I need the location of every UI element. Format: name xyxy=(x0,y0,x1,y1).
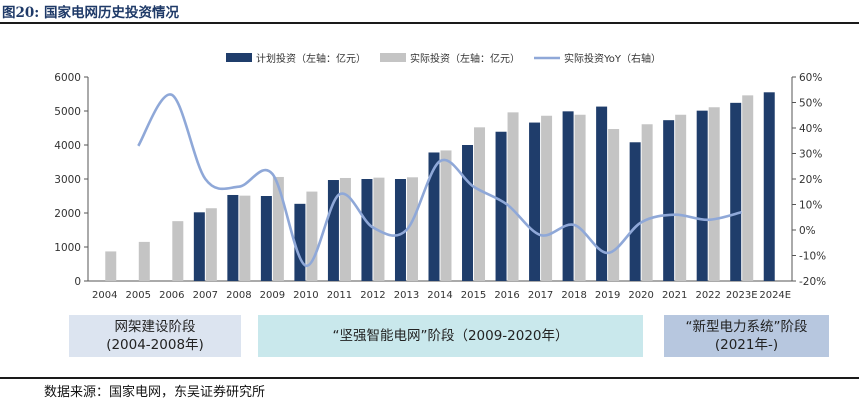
bar-planned-2008 xyxy=(227,194,239,281)
legend-swatch-0 xyxy=(226,53,252,62)
x-tick-label: 2010 xyxy=(293,290,318,301)
right-tick-label: 30% xyxy=(799,149,822,161)
x-tick-label: 2007 xyxy=(193,290,218,301)
bar-actual-2014 xyxy=(440,150,452,281)
bar-actual-2006 xyxy=(172,221,184,281)
bar-planned-2024E xyxy=(763,92,775,281)
right-tick-label: 10% xyxy=(799,200,822,212)
chart-legend: 计划投资（左轴：亿元） 实际投资（左轴：亿元） 实际投资YoY（右轴） xyxy=(226,52,661,65)
bar-planned-2016 xyxy=(495,131,507,281)
x-tick-label: 2018 xyxy=(561,290,586,301)
data-source: 数据来源：国家电网，东吴证券研究所 xyxy=(44,385,266,400)
bars xyxy=(105,92,775,282)
bar-actual-2019 xyxy=(608,129,620,281)
left-tick-label: 1000 xyxy=(54,242,81,254)
bottom-rule xyxy=(0,377,859,379)
left-axis: 0 1000 2000 3000 4000 5000 6000 xyxy=(54,72,89,288)
bar-planned-2019 xyxy=(596,106,608,281)
bar-planned-2020 xyxy=(629,142,641,281)
right-tick-label: -20% xyxy=(799,276,826,288)
bar-actual-2022 xyxy=(708,107,720,281)
bar-planned-2023E xyxy=(730,102,742,281)
bar-planned-2015 xyxy=(462,145,474,281)
right-tick-label: 20% xyxy=(799,174,822,186)
phase-2-name: “坚强智能电网”阶段（2009-2020年） xyxy=(332,328,569,344)
bar-planned-2010 xyxy=(294,203,306,281)
x-tick-label: 2013 xyxy=(394,290,419,301)
bar-actual-2021 xyxy=(675,114,687,282)
bar-actual-2015 xyxy=(474,127,486,281)
right-tick-label: 0% xyxy=(799,225,816,237)
bar-actual-2023E xyxy=(742,95,754,281)
bar-actual-2018 xyxy=(574,114,586,282)
phase-new-power-system: “新型电力系统”阶段 (2021年-) xyxy=(664,315,829,357)
x-tick-label: 2024E xyxy=(759,290,791,301)
bar-planned-2022 xyxy=(696,110,708,281)
phase-3-years: (2021年-) xyxy=(714,337,779,353)
phase-grid-construction: 网架建设阶段 (2004-2008年) xyxy=(69,315,241,357)
bar-actual-2008 xyxy=(239,195,251,281)
x-tick-label: 2006 xyxy=(159,290,184,301)
left-tick-label: 4000 xyxy=(54,140,81,152)
bar-actual-2009 xyxy=(272,176,284,281)
bar-actual-2016 xyxy=(507,112,519,281)
left-tick-label: 0 xyxy=(74,276,81,288)
legend-swatch-1 xyxy=(380,53,406,62)
x-tick-label: 2016 xyxy=(494,290,519,301)
x-tick-label: 2017 xyxy=(528,290,553,301)
bar-actual-2004 xyxy=(105,251,117,281)
bar-planned-2021 xyxy=(663,120,675,282)
x-tick-label: 2012 xyxy=(360,290,385,301)
right-tick-label: 40% xyxy=(799,123,822,135)
x-tick-label: 2004 xyxy=(92,290,117,301)
bar-planned-2011 xyxy=(327,180,339,281)
figure-title: 图20: 国家电网历史投资情况 xyxy=(2,5,179,21)
bar-actual-2010 xyxy=(306,191,318,281)
bar-actual-2011 xyxy=(339,177,351,281)
right-axis: -20% -10% 0% 10% 20% 30% 40% 50% 60% xyxy=(791,72,826,288)
legend-label-2: 实际投资YoY（右轴） xyxy=(564,52,661,65)
bar-planned-2009 xyxy=(260,196,272,281)
bar-actual-2020 xyxy=(641,124,653,281)
x-axis: 2004 2005 2006 2007 2008 2009 2010 2011 2012 2013… xyxy=(88,280,792,301)
x-tick-label: 2022 xyxy=(695,290,720,301)
x-tick-label: 2023E xyxy=(726,290,758,301)
bar-actual-2017 xyxy=(541,115,553,281)
bar-actual-2007 xyxy=(205,208,217,281)
x-tick-label: 2019 xyxy=(595,290,620,301)
left-tick-label: 2000 xyxy=(54,208,81,220)
phase-3-name: “新型电力系统”阶段 xyxy=(685,319,808,335)
x-tick-label: 2009 xyxy=(260,290,285,301)
top-rule xyxy=(0,22,859,24)
legend-label-0: 计划投资（左轴：亿元） xyxy=(256,52,366,65)
bar-planned-2007 xyxy=(193,212,205,281)
x-tick-label: 2015 xyxy=(461,290,486,301)
bar-planned-2012 xyxy=(361,179,373,281)
bar-planned-2017 xyxy=(529,122,541,281)
yoy-line-path xyxy=(137,93,743,267)
right-tick-label: 60% xyxy=(799,72,822,84)
phase-1-name: 网架建设阶段 xyxy=(114,319,196,335)
phase-1-years: (2004-2008年) xyxy=(106,337,204,353)
right-tick-label: -10% xyxy=(799,251,826,263)
left-tick-label: 3000 xyxy=(54,174,81,186)
legend-label-1: 实际投资（左轴：亿元） xyxy=(410,52,520,65)
bar-planned-2014 xyxy=(428,152,440,281)
phase-smart-grid: “坚强智能电网”阶段（2009-2020年） xyxy=(258,315,643,357)
x-tick-label: 2021 xyxy=(662,290,687,301)
left-tick-label: 6000 xyxy=(54,72,81,84)
yoy-line xyxy=(137,93,743,267)
x-tick-label: 2008 xyxy=(226,290,251,301)
left-tick-label: 5000 xyxy=(54,106,81,118)
bar-planned-2013 xyxy=(394,179,406,281)
x-tick-label: 2020 xyxy=(628,290,653,301)
x-tick-label: 2005 xyxy=(126,290,151,301)
right-tick-label: 50% xyxy=(799,98,822,110)
bar-actual-2013 xyxy=(406,177,418,281)
bar-planned-2018 xyxy=(562,111,574,281)
x-tick-label: 2011 xyxy=(327,290,352,301)
x-tick-label: 2014 xyxy=(427,290,452,301)
bar-actual-2005 xyxy=(138,241,150,281)
